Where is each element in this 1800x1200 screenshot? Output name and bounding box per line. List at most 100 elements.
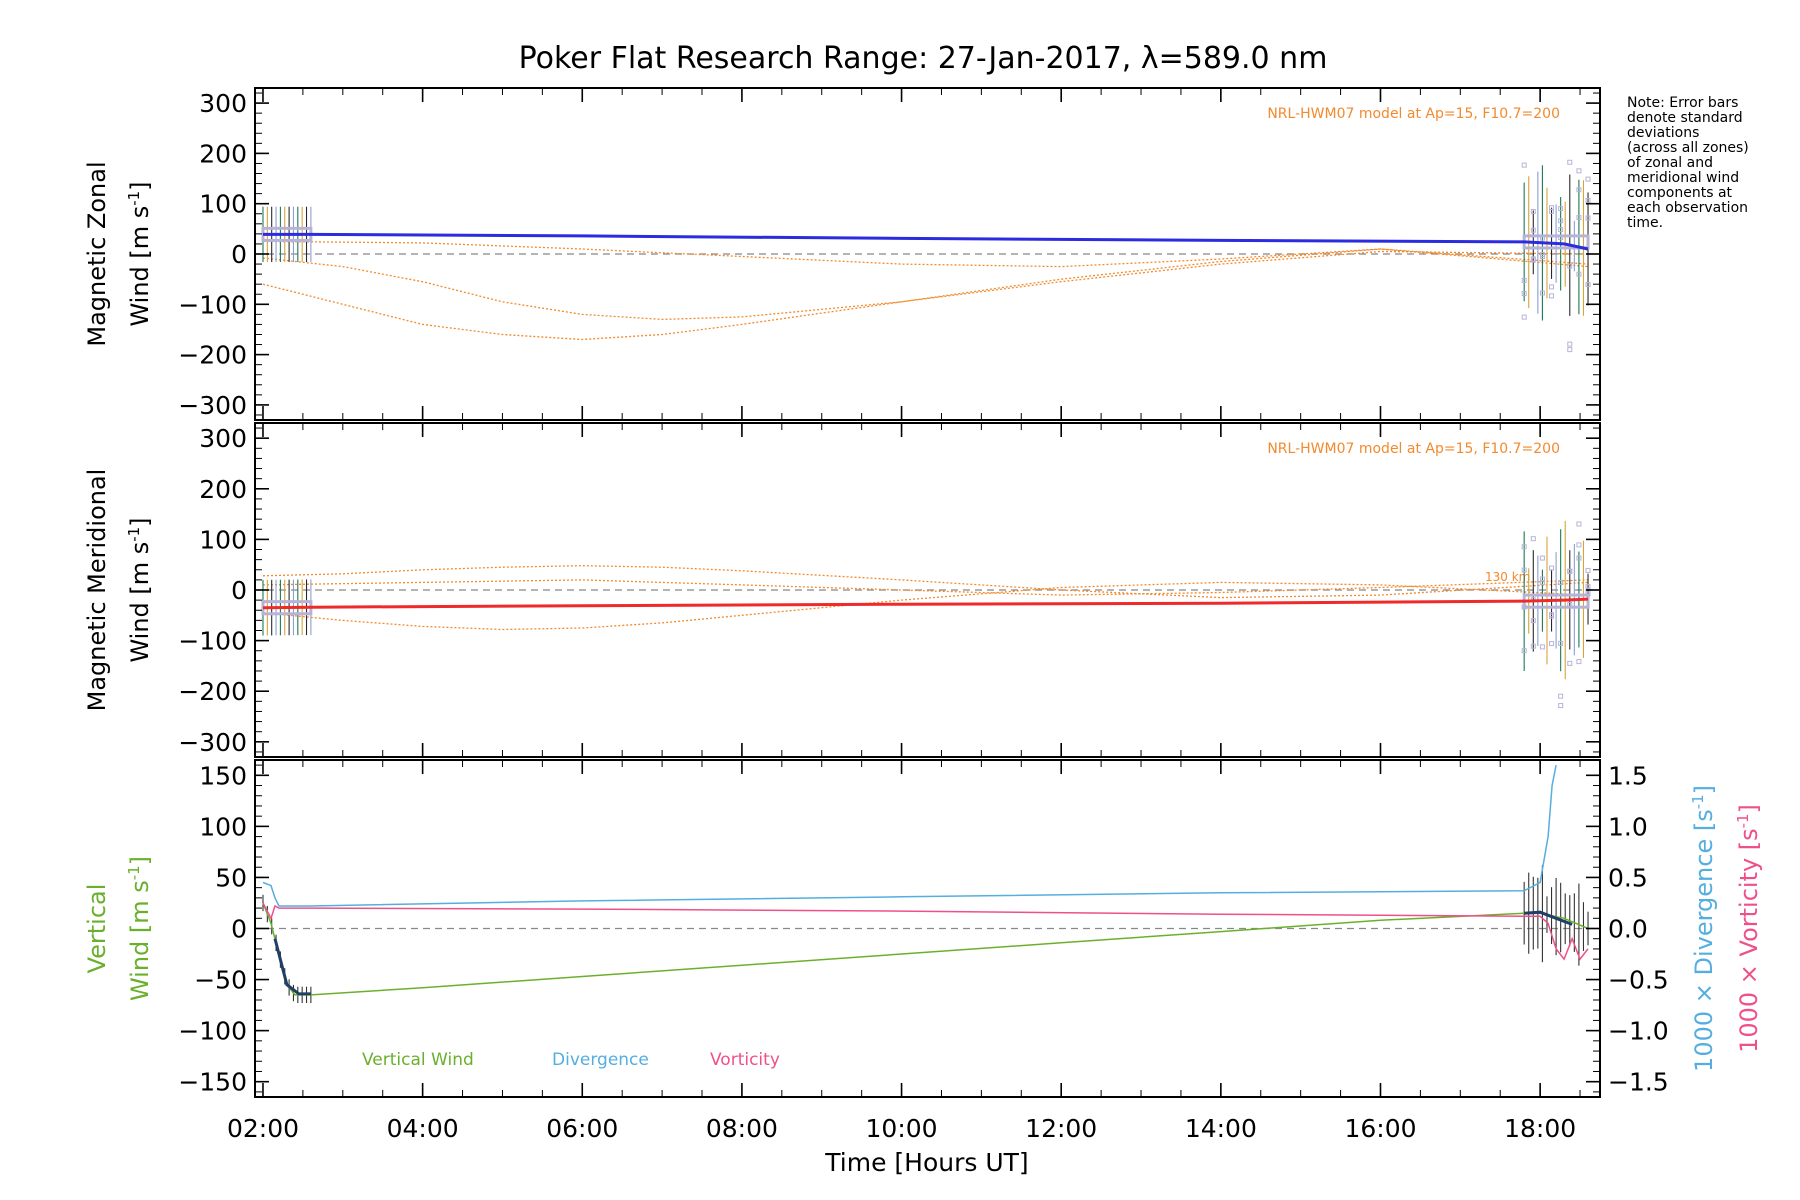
- y-tick-label: −150: [178, 1068, 247, 1097]
- y-tick-label: 0: [231, 576, 247, 605]
- zone-scatter-point: [1576, 659, 1582, 665]
- model-curve: [262, 240, 1589, 268]
- zone-scatter-point: [1567, 263, 1573, 269]
- y-tick-label: −100: [178, 627, 247, 656]
- y2-tick-label: 1.5: [1608, 761, 1648, 790]
- zone-scatter-point: [1558, 218, 1564, 224]
- y2-axis-label-divergence: 1000 × Divergence [s-1]: [1689, 785, 1718, 1072]
- series-line: [263, 232, 1589, 251]
- y-tick-label: 300: [199, 89, 247, 118]
- legend-entry: Divergence: [552, 1050, 649, 1070]
- x-tick-label: 10:00: [866, 1114, 938, 1143]
- model-curve: [262, 248, 1589, 341]
- zone-scatter-point: [1521, 314, 1527, 320]
- zone-scatter-point: [1567, 568, 1573, 574]
- zone-scatter-point: [1530, 209, 1536, 215]
- note-line: time.: [1627, 215, 1664, 231]
- label-part: Magnetic Meridional: [83, 469, 111, 712]
- zone-scatter-point: [1585, 215, 1591, 221]
- zone-scatter-point: [1549, 293, 1555, 299]
- zone-scatter-point: [1521, 162, 1527, 168]
- zone-scatter-point: [1576, 555, 1582, 561]
- y-tick-label: −100: [178, 1017, 247, 1046]
- zone-scatter-point: [1567, 341, 1573, 347]
- y-axis-label-line2: Wind [m s-1]: [125, 181, 154, 326]
- y-tick-label: 0: [231, 915, 247, 944]
- zone-scatter-point: [1539, 290, 1545, 296]
- zone-scatter-point: [1585, 176, 1591, 182]
- label-part: ]: [1735, 804, 1763, 813]
- y-tick-label: 150: [199, 761, 247, 790]
- series-line: [262, 764, 1557, 907]
- model-curve: [262, 565, 1589, 599]
- note-line: denote standard: [1627, 110, 1743, 126]
- series-line: [262, 597, 1589, 610]
- y2-tick-label: 1.0: [1608, 812, 1648, 841]
- model-curve: [262, 581, 1589, 631]
- y-tick-label: 50: [215, 863, 247, 892]
- zone-scatter-point: [1558, 227, 1564, 233]
- y-tick-label: 300: [199, 424, 247, 453]
- zone-scatter-point: [1567, 347, 1573, 353]
- y-axis-label-line2: Wind [m s-1]: [125, 856, 154, 1001]
- y-tick-label: −50: [194, 966, 247, 995]
- x-tick-label: 02:00: [227, 1114, 299, 1143]
- label-part: ]: [1690, 785, 1718, 794]
- zone-scatter-point: [1576, 168, 1582, 174]
- zone-scatter-point: [1576, 215, 1582, 221]
- model-label: NRL-HWM07 model at Ap=15, F10.7=200: [1267, 106, 1560, 122]
- zone-scatter-point: [1567, 660, 1573, 666]
- label-part: ]: [126, 856, 154, 865]
- zone-scatter-point: [1521, 277, 1527, 283]
- chart-title: Poker Flat Research Range: 27-Jan-2017, …: [519, 41, 1328, 76]
- zone-scatter-point: [1585, 282, 1591, 288]
- x-tick-label: 04:00: [387, 1114, 459, 1143]
- y2-tick-label: 0.5: [1608, 863, 1648, 892]
- zone-scatter-point: [1530, 643, 1536, 649]
- y-tick-label: 100: [199, 525, 247, 554]
- note-line: deviations: [1627, 125, 1700, 141]
- y-tick-label: 200: [199, 475, 247, 504]
- y-axis-label-line2: Wind [m s-1]: [125, 517, 154, 662]
- y2-tick-label: −1.0: [1608, 1017, 1669, 1046]
- zone-scatter-point: [1539, 576, 1545, 582]
- label-part: Vertical: [83, 884, 111, 974]
- y-axis-label-line1: Vertical: [83, 884, 111, 974]
- label-part: Wind [m s: [126, 542, 154, 663]
- zone-scatter-point: [1549, 613, 1555, 619]
- y-tick-label: −200: [178, 341, 247, 370]
- x-tick-label: 12:00: [1025, 1114, 1097, 1143]
- y2-tick-label: −1.5: [1608, 1068, 1669, 1097]
- label-part: Wind [m s: [126, 206, 154, 327]
- y-tick-label: 100: [199, 812, 247, 841]
- x-tick-label: 14:00: [1185, 1114, 1257, 1143]
- zone-scatter-point: [1521, 291, 1527, 297]
- note-line: meridional wind: [1627, 170, 1740, 186]
- label-part: ]: [126, 181, 154, 190]
- y-tick-label: 100: [199, 190, 247, 219]
- zone-scatter-point: [1530, 256, 1536, 262]
- y2-tick-label: 0.0: [1608, 915, 1648, 944]
- y-axis-label-line1: Magnetic Zonal: [83, 161, 111, 346]
- meridional-panel: NRL-HWM07 model at Ap=15, F10.7=200 130 k…: [83, 422, 1601, 758]
- zone-scatter-point: [1576, 271, 1582, 277]
- model-curve: [262, 579, 1589, 596]
- zone-scatter-point: [1558, 579, 1564, 585]
- label-part: -1: [125, 191, 143, 206]
- zone-scatter-point: [1549, 565, 1555, 571]
- zone-scatter-point: [1585, 584, 1591, 590]
- altitude-label: 130 km: [1485, 570, 1530, 584]
- note-line: of zonal and: [1627, 155, 1713, 171]
- zone-scatter-point: [1576, 187, 1582, 193]
- zone-scatter-point: [1549, 641, 1555, 647]
- label-part: 1000 × Vorticity [s: [1735, 828, 1763, 1053]
- y2-tick-label: −0.5: [1608, 966, 1669, 995]
- x-tick-label: 18:00: [1504, 1114, 1576, 1143]
- zone-scatter-point: [1576, 542, 1582, 548]
- x-axis-label: Time [Hours UT]: [824, 1148, 1028, 1177]
- zone-scatter-point: [1521, 544, 1527, 550]
- legend-entry: Vertical Wind: [362, 1050, 474, 1070]
- zone-scatter-point: [1585, 197, 1591, 203]
- y-tick-label: 0: [231, 240, 247, 269]
